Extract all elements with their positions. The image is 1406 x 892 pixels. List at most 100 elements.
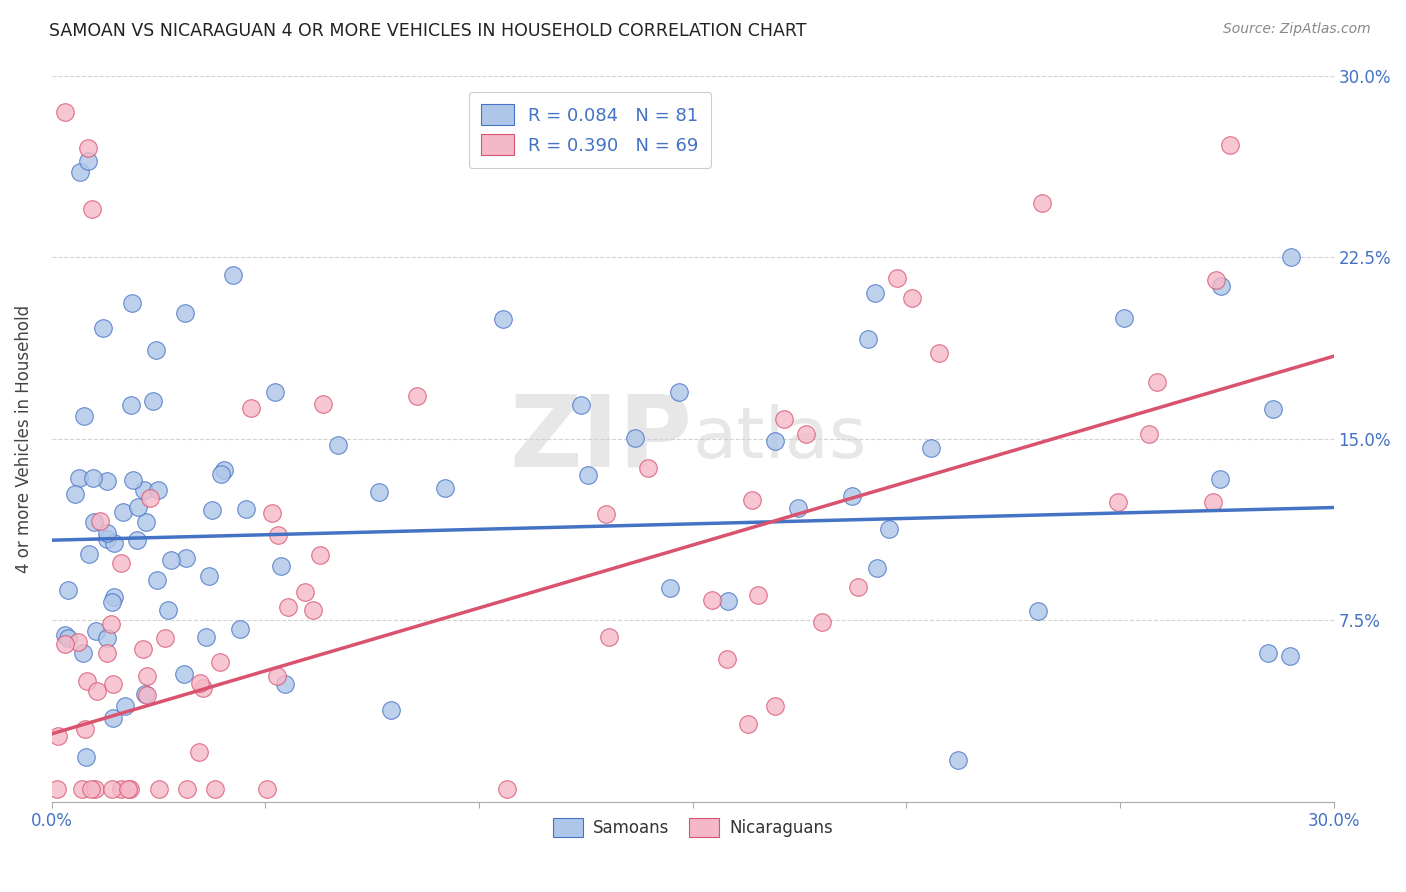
Text: atlas: atlas [693,404,868,473]
Point [46,782,69,797]
Point [747,588,769,602]
Point [201,502,224,516]
Point [73,722,96,736]
Point [1026,604,1049,618]
Point [193,681,215,695]
Point [598,630,620,644]
Point [239,401,262,415]
Point [96,475,118,489]
Point [308,548,330,562]
Point [569,399,592,413]
Point [142,394,165,409]
Point [1209,472,1232,486]
Point [405,388,427,402]
Point [716,652,738,666]
Point [82,471,104,485]
Point [160,553,183,567]
Legend: Samoans, Nicaraguans: Samoans, Nicaraguans [546,812,839,844]
Point [863,285,886,300]
Point [56,631,79,645]
Point [121,296,143,310]
Point [841,489,863,503]
Point [84,782,107,797]
Point [208,655,231,669]
Point [328,438,350,452]
Point [53,627,76,641]
Point [69,471,91,485]
Point [110,556,132,570]
Point [434,481,457,495]
Point [75,750,97,764]
Point [80,782,103,797]
Point [886,271,908,285]
Point [136,669,159,683]
Point [91,321,114,335]
Point [1205,273,1227,287]
Point [146,483,169,498]
Text: ZIP: ZIP [510,390,693,487]
Point [256,782,278,797]
Point [846,580,869,594]
Point [264,384,287,399]
Point [135,688,157,702]
Point [173,667,195,681]
Point [55,637,77,651]
Point [77,547,100,561]
Point [96,532,118,546]
Point [86,684,108,698]
Point [222,268,245,282]
Point [148,782,170,797]
Point [1107,495,1129,509]
Point [72,646,94,660]
Point [101,782,124,797]
Point [763,698,786,713]
Point [204,782,226,797]
Point [134,687,156,701]
Point [89,514,111,528]
Point [125,533,148,547]
Point [138,491,160,505]
Point [73,409,96,424]
Point [188,676,211,690]
Point [174,306,197,320]
Point [576,467,599,482]
Point [1031,196,1053,211]
Point [96,525,118,540]
Point [96,646,118,660]
Point [117,782,139,797]
Point [1281,250,1303,264]
Point [741,492,763,507]
Point [700,593,723,607]
Text: SAMOAN VS NICARAGUAN 4 OR MORE VEHICLES IN HOUSEHOLD CORRELATION CHART: SAMOAN VS NICARAGUAN 4 OR MORE VEHICLES … [49,22,807,40]
Point [76,673,98,688]
Point [1146,375,1168,389]
Point [121,473,143,487]
Point [794,427,817,442]
Point [380,703,402,717]
Point [1139,427,1161,442]
Point [928,346,950,360]
Point [100,616,122,631]
Point [46,729,69,743]
Point [658,581,681,595]
Point [132,642,155,657]
Point [103,591,125,605]
Point [1278,648,1301,663]
Point [270,558,292,573]
Point [1219,138,1241,153]
Point [120,782,142,797]
Point [1257,646,1279,660]
Point [866,561,889,575]
Point [135,515,157,529]
Point [856,332,879,346]
Point [367,485,389,500]
Point [103,536,125,550]
Point [101,595,124,609]
Point [491,311,513,326]
Point [266,669,288,683]
Point [773,412,796,426]
Point [1112,310,1135,325]
Point [103,711,125,725]
Point [111,505,134,519]
Point [811,615,834,629]
